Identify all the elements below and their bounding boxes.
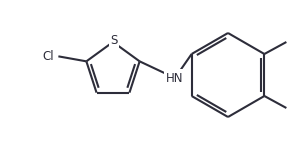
- Text: S: S: [110, 35, 118, 48]
- Text: HN: HN: [166, 71, 184, 85]
- Text: Cl: Cl: [42, 50, 54, 63]
